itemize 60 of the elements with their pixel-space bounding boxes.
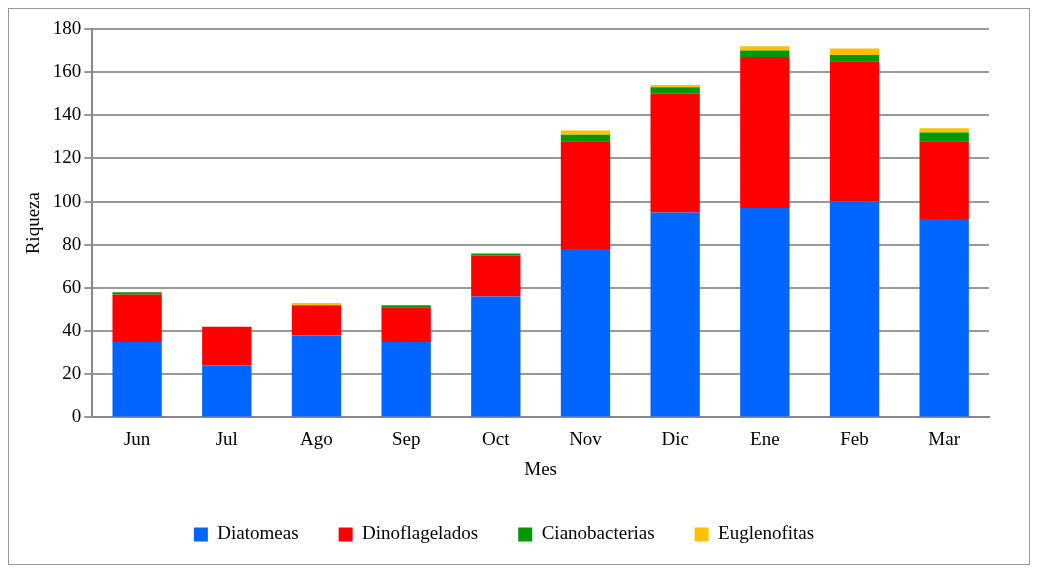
y-axis-title: Riqueza [22,191,44,255]
y-tick-label: 180 [52,16,82,38]
y-tick-label: 40 [62,319,82,341]
x-tick-label: Ene [750,427,780,449]
bar [381,305,431,308]
bar [471,253,521,256]
legend-label: Cianobacterias [541,522,655,544]
bar [112,341,162,417]
bar [919,141,969,219]
bar [919,218,969,417]
bar [740,208,790,417]
y-tick-label: 60 [62,275,82,297]
x-tick-label: Sep [391,427,421,449]
x-axis-title: Mes [524,457,558,479]
bar [560,249,611,417]
y-tick-label: 80 [62,232,82,254]
bar [291,335,342,417]
bar [471,255,521,297]
bar [291,303,342,306]
legend-label: Dinoflagelados [362,522,479,544]
bar [560,130,611,135]
bar [829,48,880,55]
x-tick-label: Oct [482,427,511,449]
bar [560,134,611,142]
y-tick-label: 160 [52,60,82,82]
bar [112,294,162,342]
x-tick-label: Mar [928,427,961,449]
legend-label: Euglenofitas [718,522,815,544]
bar [202,326,252,366]
x-tick-label: Jun [123,427,151,449]
x-tick-label: Dic [661,427,689,449]
x-tick-label: Ago [300,427,333,449]
bar [202,365,252,417]
x-tick-label: Feb [840,427,869,449]
bar [829,54,880,62]
bar [291,305,342,336]
y-tick-label: 140 [52,103,82,125]
y-tick-label: 100 [52,189,82,211]
bar [919,132,969,142]
bar [650,85,700,88]
x-tick-label: Nov [569,427,603,449]
bar [112,292,162,295]
bar [650,87,700,94]
bar [381,341,431,417]
bar [919,128,969,133]
bar [381,307,431,342]
bar [740,50,790,58]
bar [829,61,880,202]
y-tick-label: 20 [62,362,82,384]
x-tick-label: Jul [215,427,238,449]
bar [650,212,700,417]
bar [740,46,790,51]
bar [650,93,700,213]
y-tick-label: 120 [52,146,82,168]
legend-label: Diatomeas [217,522,299,544]
bar [740,57,790,209]
bar [560,141,611,250]
bar [829,201,880,417]
bar [471,296,521,417]
y-tick-label: 0 [71,405,82,427]
